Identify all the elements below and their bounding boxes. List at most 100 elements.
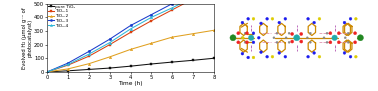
Circle shape [248,35,254,40]
Circle shape [288,41,290,43]
TiO₂-3 [45,71,50,72]
pure TiO₂ [212,58,216,59]
Circle shape [337,32,340,35]
Circle shape [284,55,287,58]
Circle shape [276,41,278,43]
Circle shape [326,32,328,34]
TiO₂-2 [129,49,133,50]
Circle shape [294,35,300,41]
Circle shape [276,32,278,34]
Legend: pure TiO₂, TiO₂-1, TiO₂-2, TiO₂-3, TiO₂-4: pure TiO₂, TiO₂-1, TiO₂-2, TiO₂-3, TiO₂-… [48,5,76,28]
Circle shape [357,35,363,41]
Circle shape [349,17,352,20]
TiO₂-4 [149,17,154,18]
Circle shape [344,37,346,39]
Circle shape [323,37,325,39]
Circle shape [313,52,316,54]
Circle shape [260,51,262,54]
Circle shape [355,55,357,58]
TiO₂-3 [66,63,70,64]
Circle shape [266,55,268,58]
Circle shape [242,36,244,39]
Circle shape [271,55,274,58]
Line: TiO₂-3: TiO₂-3 [46,0,215,73]
TiO₂-4 [170,7,175,8]
Circle shape [332,35,337,40]
Circle shape [230,35,236,41]
Circle shape [288,32,290,34]
Circle shape [347,32,349,34]
X-axis label: Time (h): Time (h) [118,81,143,86]
TiO₂-4 [87,54,91,55]
Circle shape [291,32,294,35]
pure TiO₂ [129,66,133,67]
TiO₂-1 [107,44,112,45]
Circle shape [245,41,248,44]
Circle shape [237,32,240,35]
Circle shape [278,52,280,54]
TiO₂-2 [170,36,175,38]
Circle shape [241,21,244,24]
Circle shape [300,32,303,35]
TiO₂-3 [170,3,175,4]
TiO₂-1 [129,32,133,33]
pure TiO₂ [107,68,112,69]
TiO₂-2 [191,33,195,34]
Circle shape [237,41,240,44]
Circle shape [252,17,255,20]
Circle shape [307,55,310,58]
Circle shape [306,37,308,39]
TiO₂-4 [45,71,50,72]
Circle shape [353,41,356,44]
Circle shape [252,56,255,59]
TiO₂-3 [149,14,154,15]
pure TiO₂ [191,60,195,61]
Circle shape [309,41,311,43]
TiO₂-3 [87,51,91,52]
TiO₂-2 [212,30,216,31]
TiO₂-2 [45,71,50,72]
TiO₂-4 [66,64,70,65]
TiO₂-1 [45,71,50,72]
Circle shape [347,41,349,43]
TiO₂-4 [129,28,133,29]
Circle shape [257,36,260,39]
Circle shape [247,17,249,20]
TiO₂-2 [149,43,154,44]
TiO₂-3 [107,39,112,40]
Circle shape [337,41,340,44]
Circle shape [318,55,321,58]
Line: TiO₂-4: TiO₂-4 [46,0,215,73]
Y-axis label: Evolved H₂ (μmol g⁻¹ of
photocatalyst): Evolved H₂ (μmol g⁻¹ of photocatalyst) [22,7,33,69]
Circle shape [266,17,268,20]
Circle shape [291,40,294,43]
Circle shape [326,41,328,43]
pure TiO₂ [87,69,91,70]
Circle shape [245,32,248,35]
TiO₂-1 [87,56,91,57]
Circle shape [355,17,357,20]
TiO₂-4 [107,42,112,43]
TiO₂-2 [87,63,91,64]
Circle shape [252,41,255,44]
Line: pure TiO₂: pure TiO₂ [46,57,215,73]
Circle shape [244,41,246,43]
Circle shape [329,32,332,35]
Circle shape [241,52,244,55]
Circle shape [307,17,310,20]
Circle shape [353,32,356,35]
pure TiO₂ [66,70,70,71]
Circle shape [252,32,255,35]
TiO₂-1 [149,20,154,21]
Circle shape [313,21,316,24]
Circle shape [247,56,249,59]
Circle shape [349,55,352,58]
Circle shape [244,32,246,34]
Circle shape [343,52,346,54]
TiO₂-1 [66,65,70,66]
TiO₂-2 [66,68,70,69]
Circle shape [300,40,303,43]
Circle shape [318,17,321,20]
TiO₂-2 [107,56,112,57]
Circle shape [271,17,274,20]
